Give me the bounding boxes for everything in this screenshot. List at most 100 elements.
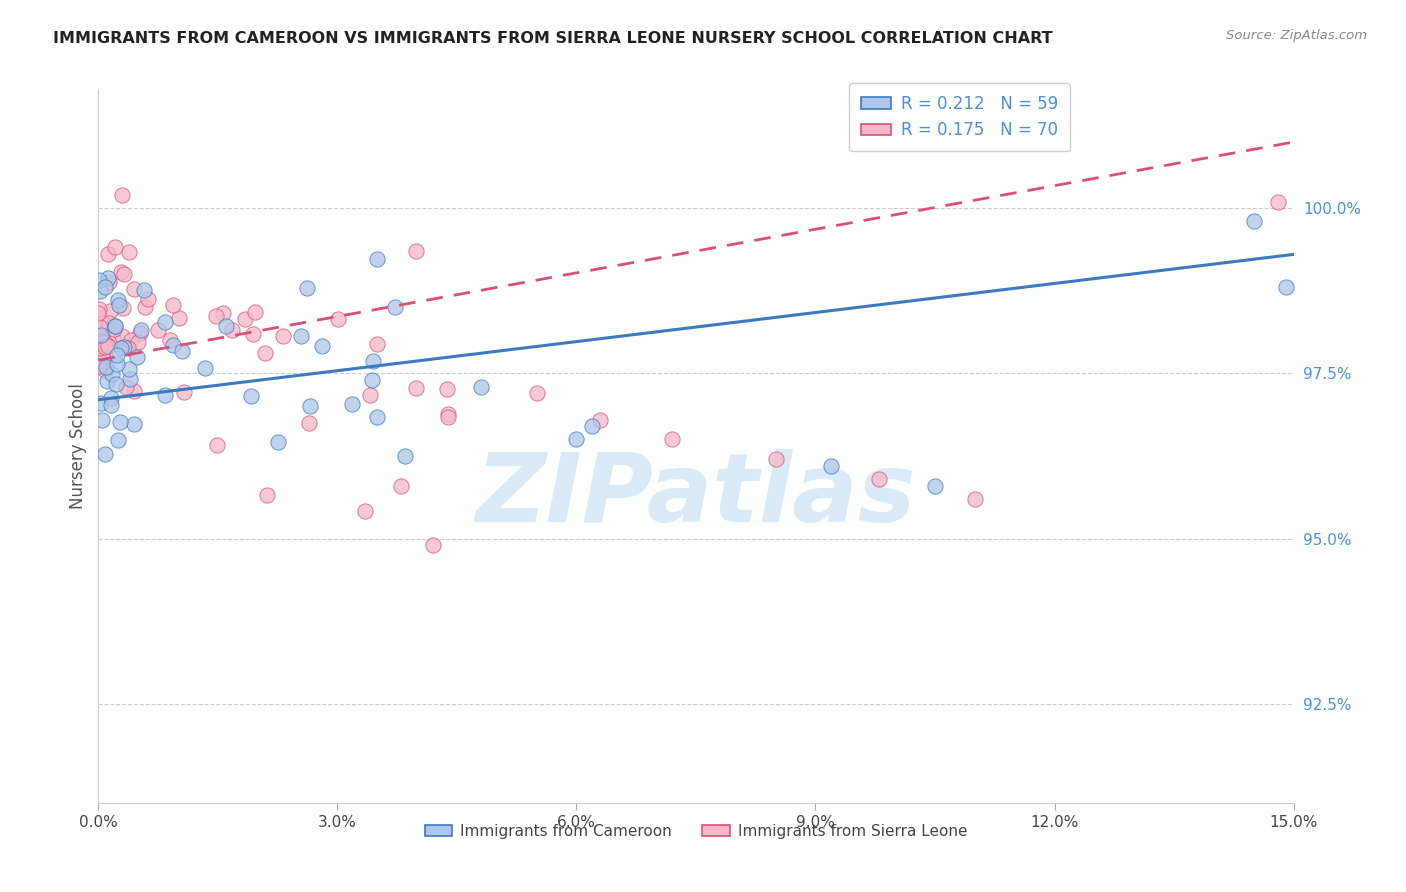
Point <box>159 333 181 347</box>
Point <box>103 322 125 336</box>
Point <box>298 416 321 430</box>
Point <box>245 305 267 319</box>
Point <box>93 334 115 349</box>
Point <box>97 270 120 285</box>
Point <box>129 326 152 340</box>
Point <box>167 310 190 325</box>
Point <box>361 354 384 368</box>
Point <box>470 379 492 393</box>
Point <box>105 357 128 371</box>
Point <box>267 435 290 450</box>
Point <box>1274 280 1296 294</box>
Point <box>118 362 141 376</box>
Point <box>100 391 122 405</box>
Point <box>765 452 787 467</box>
Point <box>242 326 264 341</box>
Point <box>820 458 842 473</box>
Point <box>124 282 146 296</box>
Point <box>422 538 444 552</box>
Text: Source: ZipAtlas.com: Source: ZipAtlas.com <box>1226 29 1367 42</box>
Point <box>118 245 141 260</box>
Point <box>253 346 276 360</box>
Point <box>384 300 406 314</box>
Point <box>127 335 149 350</box>
Point <box>111 301 134 315</box>
Point <box>89 320 111 334</box>
Point <box>120 333 142 347</box>
Legend: Immigrants from Cameroon, Immigrants from Sierra Leone: Immigrants from Cameroon, Immigrants fro… <box>419 818 973 845</box>
Point <box>97 339 120 353</box>
Point <box>112 340 135 354</box>
Point <box>120 372 142 386</box>
Point <box>146 323 169 337</box>
Point <box>103 318 125 333</box>
Point <box>94 360 117 375</box>
Point <box>359 388 381 402</box>
Point <box>97 316 120 330</box>
Point <box>366 410 388 425</box>
Point <box>90 327 112 342</box>
Point <box>105 376 128 391</box>
Point <box>89 285 111 299</box>
Point <box>565 433 588 447</box>
Point <box>107 433 129 447</box>
Point <box>239 389 262 403</box>
Point <box>589 412 612 426</box>
Point <box>114 380 136 394</box>
Point <box>162 298 184 312</box>
Point <box>1267 194 1289 209</box>
Point <box>132 283 155 297</box>
Point <box>110 341 132 355</box>
Point <box>526 386 548 401</box>
Point <box>108 298 131 312</box>
Point <box>111 188 134 202</box>
Point <box>94 447 117 461</box>
Point <box>89 396 111 410</box>
Point <box>326 312 349 326</box>
Point <box>256 488 278 502</box>
Point <box>100 398 122 412</box>
Point <box>366 252 388 267</box>
Point <box>134 300 156 314</box>
Point <box>89 344 111 359</box>
Point <box>89 359 111 373</box>
Point <box>290 328 312 343</box>
Point <box>361 373 384 387</box>
Point <box>221 322 243 336</box>
Point <box>122 384 145 398</box>
Point <box>405 244 427 259</box>
Point <box>273 329 295 343</box>
Point <box>924 478 946 492</box>
Point <box>162 338 184 352</box>
Point <box>89 311 111 326</box>
Point <box>342 396 364 410</box>
Point <box>98 304 121 318</box>
Point <box>94 351 117 365</box>
Point <box>108 415 131 429</box>
Point <box>117 341 139 355</box>
Point <box>1243 214 1265 228</box>
Point <box>204 309 226 323</box>
Point <box>298 399 321 413</box>
Point <box>581 419 603 434</box>
Point <box>155 388 177 402</box>
Point <box>311 339 333 353</box>
Point <box>436 382 458 396</box>
Text: IMMIGRANTS FROM CAMEROON VS IMMIGRANTS FROM SIERRA LEONE NURSERY SCHOOL CORRELAT: IMMIGRANTS FROM CAMEROON VS IMMIGRANTS F… <box>53 31 1053 46</box>
Point <box>96 338 118 352</box>
Point <box>89 273 111 287</box>
Point <box>87 302 110 317</box>
Text: ZIPatlas: ZIPatlas <box>475 450 917 542</box>
Point <box>94 363 117 377</box>
Point <box>963 491 986 506</box>
Point <box>194 360 217 375</box>
Point <box>868 472 890 486</box>
Point <box>405 380 427 394</box>
Point <box>207 438 229 452</box>
Point <box>104 319 127 334</box>
Point <box>89 341 111 355</box>
Point <box>98 275 121 289</box>
Point <box>295 281 318 295</box>
Point <box>215 318 238 333</box>
Point <box>389 478 412 492</box>
